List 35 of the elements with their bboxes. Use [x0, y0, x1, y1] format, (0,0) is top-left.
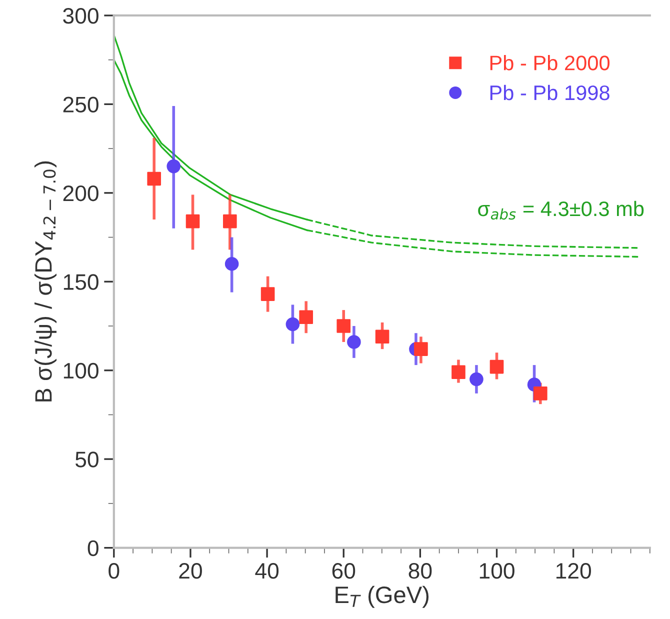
- y-tick-label: 300: [63, 8, 98, 24]
- x-tick-label: 80: [408, 562, 432, 579]
- point: [452, 365, 466, 380]
- point: [533, 386, 548, 400]
- legend-label: Pb - Pb 1998: [490, 84, 610, 100]
- point: [299, 310, 313, 324]
- annotation: σ$_{abs}$ = 4.3±0.3 mb: [478, 200, 644, 220]
- point: [336, 319, 351, 333]
- x-tick-label: 120: [556, 562, 591, 579]
- y-tick-label: 200: [63, 185, 98, 202]
- point: [286, 317, 300, 332]
- y-tick-label: 100: [64, 362, 98, 379]
- x-tick-label: 60: [332, 562, 356, 579]
- x-axis-title: E$_{T}$ (GeV): [336, 586, 429, 608]
- point: [186, 214, 200, 228]
- y-tick-label: 250: [63, 96, 98, 112]
- legend-label: Pb - Pb 2000: [490, 55, 610, 70]
- point: [375, 330, 390, 344]
- y-axis-title: B σ(J/ψ) / σ(DY$_{4.2−7.0}$): [34, 161, 57, 402]
- x-tick-label: 20: [179, 562, 202, 579]
- point: [166, 159, 181, 174]
- point: [260, 287, 275, 301]
- x-tick-label: 0: [108, 562, 120, 579]
- x-tick-label: 100: [480, 562, 514, 579]
- point: [147, 172, 162, 186]
- y-tick-label: 150: [64, 274, 98, 290]
- point: [490, 360, 504, 374]
- point: [414, 342, 428, 356]
- point: [470, 372, 484, 386]
- y-tick-label: 50: [75, 452, 98, 468]
- y-tick-label: 0: [88, 540, 98, 556]
- point: [224, 256, 239, 271]
- x-tick-label: 40: [255, 562, 279, 579]
- point: [347, 335, 361, 349]
- point: [223, 214, 237, 228]
